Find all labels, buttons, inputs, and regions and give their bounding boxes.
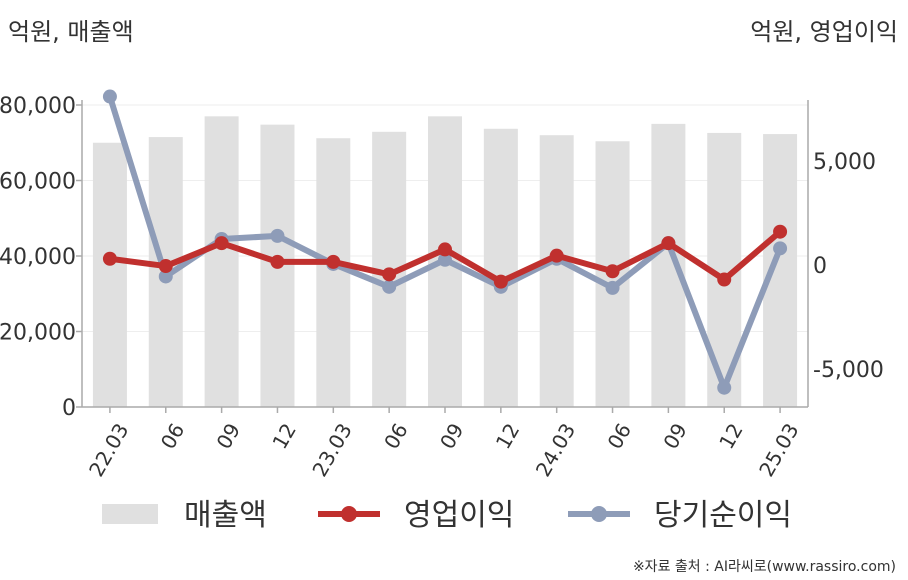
right-tick-label: 0 (813, 254, 827, 279)
revenue-bar (92, 142, 127, 407)
left-tick-label: 0 (62, 396, 76, 421)
net-income-point (382, 279, 397, 294)
revenue-bar (316, 138, 351, 407)
legend-operating-profit-label: 영업이익 (404, 498, 514, 533)
axes (76, 100, 809, 413)
operating-profit-point (270, 254, 285, 269)
operating-profit-point (773, 224, 788, 239)
legend-revenue-swatch (102, 504, 158, 524)
x-tick-label: 06 (156, 419, 190, 453)
revenue-bar (483, 128, 518, 407)
operating-profit-point (326, 254, 341, 269)
line-series (102, 89, 788, 395)
operating-profit-point (382, 267, 397, 282)
operating-profit-point (661, 236, 676, 251)
operating-profit-point (158, 259, 173, 274)
revenue-bar (539, 135, 574, 407)
left-tick-label: 60,000 (0, 170, 76, 195)
x-tick-label: 24.03 (531, 419, 580, 481)
net-income-point (270, 228, 285, 243)
x-tick-label: 12 (491, 419, 525, 453)
legend-net-income-swatch-dot (591, 506, 607, 522)
x-tick-label: 12 (714, 419, 748, 453)
operating-profit-point (717, 272, 732, 287)
net-income-point (717, 380, 732, 395)
legend-operating-profit-swatch-dot (341, 506, 357, 522)
left-tick-label: 20,000 (0, 321, 76, 346)
right-axis-unit: 억원, 영업이익 (750, 18, 898, 46)
operating-profit-point (102, 251, 117, 266)
operating-profit-point (549, 248, 564, 263)
left-tick-label: 80,000 (0, 94, 76, 119)
revenue-bar (204, 116, 239, 407)
net-income-point (605, 280, 620, 295)
x-tick-label: 09 (435, 419, 469, 453)
x-tick-label: 25.03 (754, 419, 803, 481)
revenue-bar (651, 123, 686, 407)
x-tick-label: 12 (267, 419, 301, 453)
x-tick-label: 06 (379, 419, 413, 453)
x-tick-label: 22.03 (84, 419, 133, 481)
operating-profit-point (438, 242, 452, 257)
revenue-bars (92, 116, 798, 408)
source-note: ※자료 출처 : AI라씨로(www.rassiro.com) (632, 559, 896, 575)
net-income-point (102, 89, 117, 104)
x-tick-label: 06 (603, 419, 637, 453)
legend: 매출액 영업이익 당기순이익 (102, 498, 792, 533)
net-income-point (158, 269, 173, 284)
left-axis-unit: 억원, 매출액 (8, 18, 134, 46)
legend-revenue-label: 매출액 (184, 498, 267, 533)
operating-profit-point (214, 236, 229, 251)
left-tick-label: 40,000 (0, 245, 76, 270)
legend-net-income-label: 당기순이익 (654, 498, 792, 533)
net-income-point (438, 252, 452, 267)
x-tick-label: 23.03 (307, 419, 356, 481)
net-income-point (773, 241, 788, 256)
x-tick-label: 09 (212, 419, 246, 453)
operating-profit-point (493, 274, 508, 289)
right-tick-label: -5,000 (813, 358, 884, 383)
x-tick-label: 09 (658, 419, 692, 453)
right-tick-label: 5,000 (813, 150, 876, 175)
operating-profit-point (605, 264, 620, 279)
